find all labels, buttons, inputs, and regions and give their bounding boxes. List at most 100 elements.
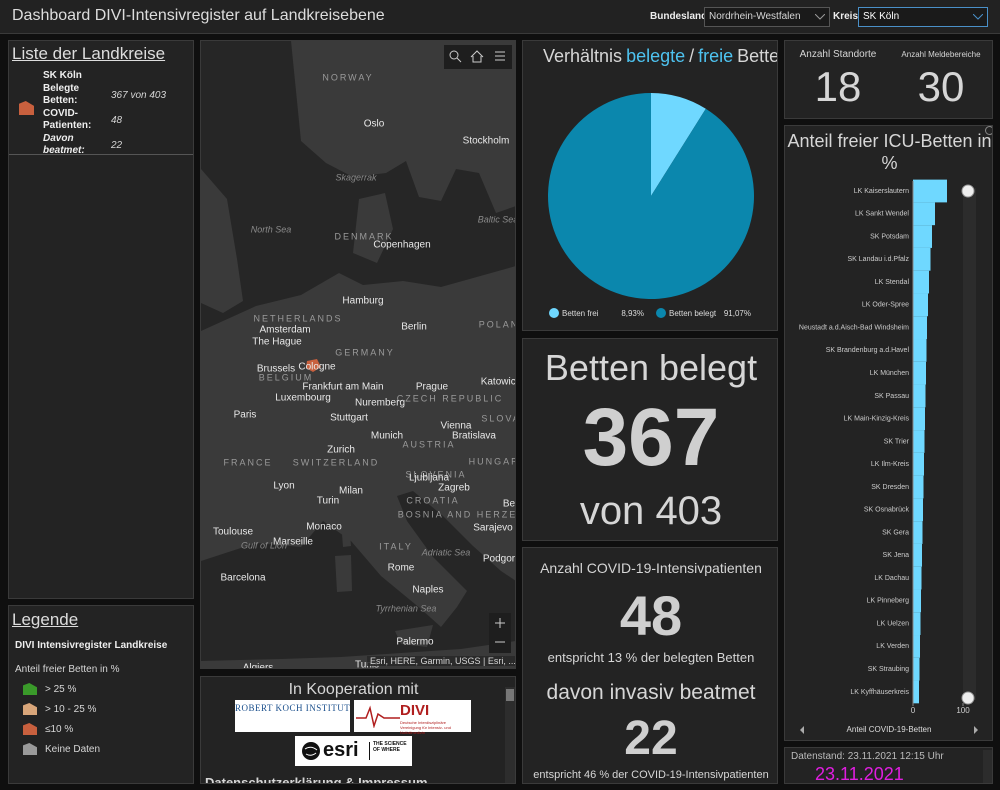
bar [913,225,932,248]
map-label: DENMARK [334,231,393,241]
title-part: belegte [626,46,686,66]
zoom-control [489,613,511,653]
map-label: Paris [234,410,257,421]
map-label: Stockholm [463,136,510,147]
scroll-track[interactable] [963,188,976,700]
map-label: Tyrrhenian Sea [376,603,437,613]
privacy-link[interactable]: Datenschutzerklärung & Impressum [205,775,428,784]
bar [913,657,920,681]
bar [913,543,922,567]
map-label: CROATIA [406,495,459,505]
expand-button[interactable] [985,126,993,135]
category-label: SK Brandenburg a.d.Havel [826,347,910,354]
map-label: Milan [339,486,363,497]
ventilated-value: 22 [624,712,678,765]
map-label: Naples [412,585,443,596]
bar [913,270,929,294]
rki-logo: ROBERT KOCH INSTITUT [235,700,350,732]
bar [913,316,927,340]
land [291,41,515,213]
category-label: LK Stendal [875,279,910,286]
scroll-handle[interactable] [961,184,975,198]
map-panel[interactable]: NORWAY Oslo Stockholm Skagerrak North Sea Bal… [200,40,516,669]
map-label: NORWAY [322,72,373,82]
map-label: NETHERLANDS [253,313,342,323]
map-label: Monaco [306,522,342,533]
ventilated-note: entspricht 46 % der COVID-19-Intensivpat… [533,769,769,781]
covid-panel: Anzahl COVID-19-Intensivpatienten 48 ent… [522,547,778,784]
scroll-thumb[interactable] [506,689,514,701]
scroll-handle[interactable] [961,691,975,705]
esri-tagline: THE SCIENCE OF WHERE [373,741,407,753]
map-label: Sarajevo [473,523,513,534]
bar [913,566,922,590]
land [201,169,243,313]
dropdown-arrow [973,14,983,20]
count-label: Anzahl Meldebereiche [901,50,981,59]
list-button[interactable] [495,51,505,61]
rki-text: ROBERT KOCH INSTITUT [235,703,351,713]
title-part: / [689,46,695,66]
list-swatch [19,101,34,115]
divi-text: DIVI [400,702,430,719]
zoom-in[interactable] [495,618,505,628]
cooperation-title: In Kooperation mit [288,681,419,698]
map-label: Skagerrak [335,172,377,182]
bundesland-select[interactable]: Nordrhein-Westfalen [704,7,830,27]
kreis-label: Kreis [833,11,859,22]
selected-district[interactable] [306,359,321,372]
category-label: SK Landau i.d.Pfalz [848,256,910,263]
legend-label: Keine Daten [45,743,101,755]
beds-value: 367 [582,392,720,483]
x-tick-label: 0 [911,706,916,715]
bar [913,407,925,431]
scrollbar[interactable] [983,750,992,783]
beds-title: Betten belegt [544,347,758,388]
pie-slice [651,93,706,196]
list-fields: Belegte Betten: 367 von 403 COVID-Patien… [43,83,193,157]
map-label: Gulf of Lion [241,540,287,550]
covid-note: entspricht 13 % der belegten Betten [547,650,755,665]
legend-panel: Legende DIVI Intensivregister Landkreise… [8,605,194,784]
land [353,193,393,263]
bundesland-label: Bundesland [650,11,708,22]
map-attribution: Esri, HERE, Garmin, USGS | Esri, ... [367,656,515,666]
map-label: Cologne [298,362,336,373]
map-label: Katowice [481,377,516,388]
list-item[interactable]: SK Köln Belegte Betten: 367 von 403 COVI… [9,68,193,157]
map-basemap [201,41,515,668]
list-item-name: SK Köln [43,70,82,81]
bar [913,384,926,408]
legend-dot [549,308,559,318]
bar-panel: Anteil freier ICU-Betten in % LK Kaisers… [784,125,993,741]
bar [913,589,921,613]
field-label: COVID-Patienten: [43,108,92,131]
title-part: Betten [737,46,777,66]
esri-divider [369,742,370,760]
legend-title: Legende [12,610,79,629]
map-label: Ljubljana [409,473,449,484]
home-button[interactable] [470,50,484,63]
search-button[interactable] [449,50,462,63]
bar [913,680,919,704]
map-label: Bratislava [452,431,496,442]
map-label: Brussels [257,364,295,375]
legend-swatch [23,723,37,735]
bar [913,361,926,385]
map-tools [449,50,505,63]
legend-item: Keine Daten [23,743,100,755]
scrollbar[interactable] [505,687,515,783]
map-label: Luxembourg [275,393,331,404]
title-part: freie [698,46,734,66]
map-label: Algiers [243,663,274,669]
field-value: 22 [111,139,123,151]
bar [913,293,928,317]
kreis-input[interactable]: SK Köln [858,7,988,27]
category-labels: LK Kaiserslautern LK Sankt Wendel SK Potsd… [799,188,910,696]
category-label: LK Main-Kinzig-Kreis [844,416,910,423]
map-label: Lyon [273,481,294,492]
zoom-icons [495,618,505,643]
map-label: Rome [388,563,415,574]
map-label: HUNGARY [469,456,516,466]
category-label: SK Trier [884,438,910,445]
